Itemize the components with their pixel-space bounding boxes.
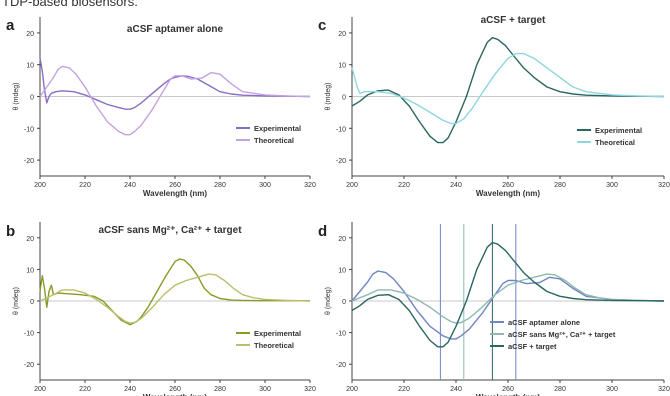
- chart-title-b: aCSF sans Mg²⁺, Ca²⁺ + target: [98, 225, 242, 236]
- legend-label-a-2: Theoretical: [254, 136, 294, 145]
- y-tick-label-d: 0: [342, 299, 346, 306]
- legend-c: Experimental Theoretical: [577, 126, 642, 147]
- x-tick-label-b: 220: [79, 386, 91, 393]
- x-tick-label-c: 300: [606, 182, 618, 189]
- y-tick-label-a: -10: [24, 126, 34, 133]
- x-axis-label-a: Wavelength (nm): [143, 189, 207, 198]
- x-tick-label-c: 280: [554, 182, 566, 189]
- y-tick-label-d: -10: [336, 331, 346, 338]
- x-axis-label-d: Wavelength (nm): [476, 393, 540, 396]
- legend-label-d-1: aCSF aptamer alone: [508, 318, 580, 327]
- panel-label-c: c: [318, 17, 326, 34]
- x-tick-label-a: 300: [259, 182, 271, 189]
- x-axis-label-b: Wavelength (nm): [143, 393, 207, 396]
- series-line-b-1: [39, 258, 310, 326]
- y-tick-label-b: 10: [26, 267, 34, 274]
- panel-c: c aCSF + target -20 -10 0 10 20 200 220 240 260 280…: [318, 15, 670, 198]
- x-tick-label-c: 220: [398, 182, 410, 189]
- y-tick-label-a: 10: [26, 63, 34, 70]
- series-line-c-1: [351, 37, 665, 144]
- y-axis-label-c: θ (mdeg): [325, 82, 332, 110]
- x-tick-label-d: 260: [502, 386, 514, 393]
- legend-label-c-1: Experimental: [595, 126, 642, 135]
- y-tick-label-d: -20: [336, 362, 346, 369]
- x-tick-label-b: 200: [34, 386, 46, 393]
- x-tick-label-a: 220: [79, 182, 91, 189]
- panel-label-d: d: [318, 223, 327, 240]
- legend-label-b-2: Theoretical: [254, 341, 294, 350]
- y-tick-label-b: 0: [30, 299, 34, 306]
- legend-label-d-3: aCSF + target: [508, 342, 557, 351]
- y-tick-label-c: 0: [342, 95, 346, 102]
- chart-title-a: aCSF aptamer alone: [127, 24, 224, 35]
- y-tick-label-c: -20: [336, 158, 346, 165]
- x-tick-label-b: 300: [259, 386, 271, 393]
- x-tick-label-b: 260: [169, 386, 181, 393]
- panel-a: a aCSF aptamer alone -20 -10 0 10 20 200 220 240 2…: [6, 17, 316, 198]
- legend-label-b-1: Experimental: [254, 329, 301, 338]
- x-axis-label-c: Wavelength (nm): [476, 189, 540, 198]
- x-tick-label-a: 280: [214, 182, 226, 189]
- x-tick-label-d: 240: [450, 386, 462, 393]
- legend-a: Experimental Theoretical: [236, 124, 301, 145]
- x-tick-label-a: 240: [124, 182, 136, 189]
- page-header-text: TDP-based biosensors.: [2, 0, 138, 9]
- y-tick-label-c: 10: [338, 63, 346, 70]
- x-tick-label-a: 200: [34, 182, 46, 189]
- legend-b: Experimental Theoretical: [236, 329, 301, 350]
- y-tick-label-d: 10: [338, 267, 346, 274]
- y-tick-label-b: -10: [24, 331, 34, 338]
- x-tick-label-b: 280: [214, 386, 226, 393]
- series-line-a-2: [39, 65, 311, 136]
- x-tick-label-d: 320: [658, 386, 670, 393]
- x-tick-label-d: 220: [398, 386, 410, 393]
- y-tick-label-c: -10: [336, 126, 346, 133]
- y-tick-label-b: -20: [24, 362, 34, 369]
- x-tick-label-c: 320: [658, 182, 670, 189]
- x-tick-label-d: 280: [554, 386, 566, 393]
- series-line-d-1: [351, 270, 665, 340]
- y-tick-label-a: 20: [26, 31, 34, 38]
- y-axis-label-d: θ (mdeg): [325, 287, 332, 315]
- y-axis-label-b: θ (mdeg): [13, 287, 20, 315]
- x-tick-label-d: 200: [346, 386, 358, 393]
- y-tick-label-a: -20: [24, 158, 34, 165]
- x-tick-label-b: 240: [124, 386, 136, 393]
- series-line-a-1: [39, 58, 311, 110]
- chart-title-c: aCSF + target: [481, 15, 546, 26]
- y-tick-label-b: 20: [26, 236, 34, 243]
- y-tick-label-a: 0: [30, 95, 34, 102]
- legend-label-a-1: Experimental: [254, 124, 301, 133]
- x-tick-label-c: 260: [502, 182, 514, 189]
- x-tick-label-a: 260: [169, 182, 181, 189]
- x-tick-label-b: 320: [304, 386, 316, 393]
- y-tick-label-c: 20: [338, 31, 346, 38]
- panel-label-a: a: [6, 17, 15, 34]
- panel-d: d -20 -10 0 10 20 200 220 240 260 280 300 320 Wavelen…: [318, 222, 670, 396]
- x-tick-label-c: 200: [346, 182, 358, 189]
- legend-label-c-2: Theoretical: [595, 138, 635, 147]
- panel-b: b aCSF sans Mg²⁺, Ca²⁺ + target -20 -10 0 10 2…: [6, 222, 316, 396]
- y-axis-label-a: θ (mdeg): [13, 82, 20, 110]
- series-line-d-3: [351, 241, 665, 348]
- x-tick-label-a: 320: [304, 182, 316, 189]
- legend-d: aCSF aptamer alone aCSF sans Mg²⁺, Ca²⁺ +…: [490, 318, 616, 351]
- series-line-b-2: [39, 273, 311, 324]
- legend-label-d-2: aCSF sans Mg²⁺, Ca²⁺ + target: [508, 330, 616, 339]
- series-line-d-2: [351, 273, 665, 324]
- panel-label-b: b: [6, 223, 15, 240]
- x-tick-label-d: 300: [606, 386, 618, 393]
- x-tick-label-c: 240: [450, 182, 462, 189]
- series-line-c-2: [351, 52, 665, 125]
- y-tick-label-d: 20: [338, 236, 346, 243]
